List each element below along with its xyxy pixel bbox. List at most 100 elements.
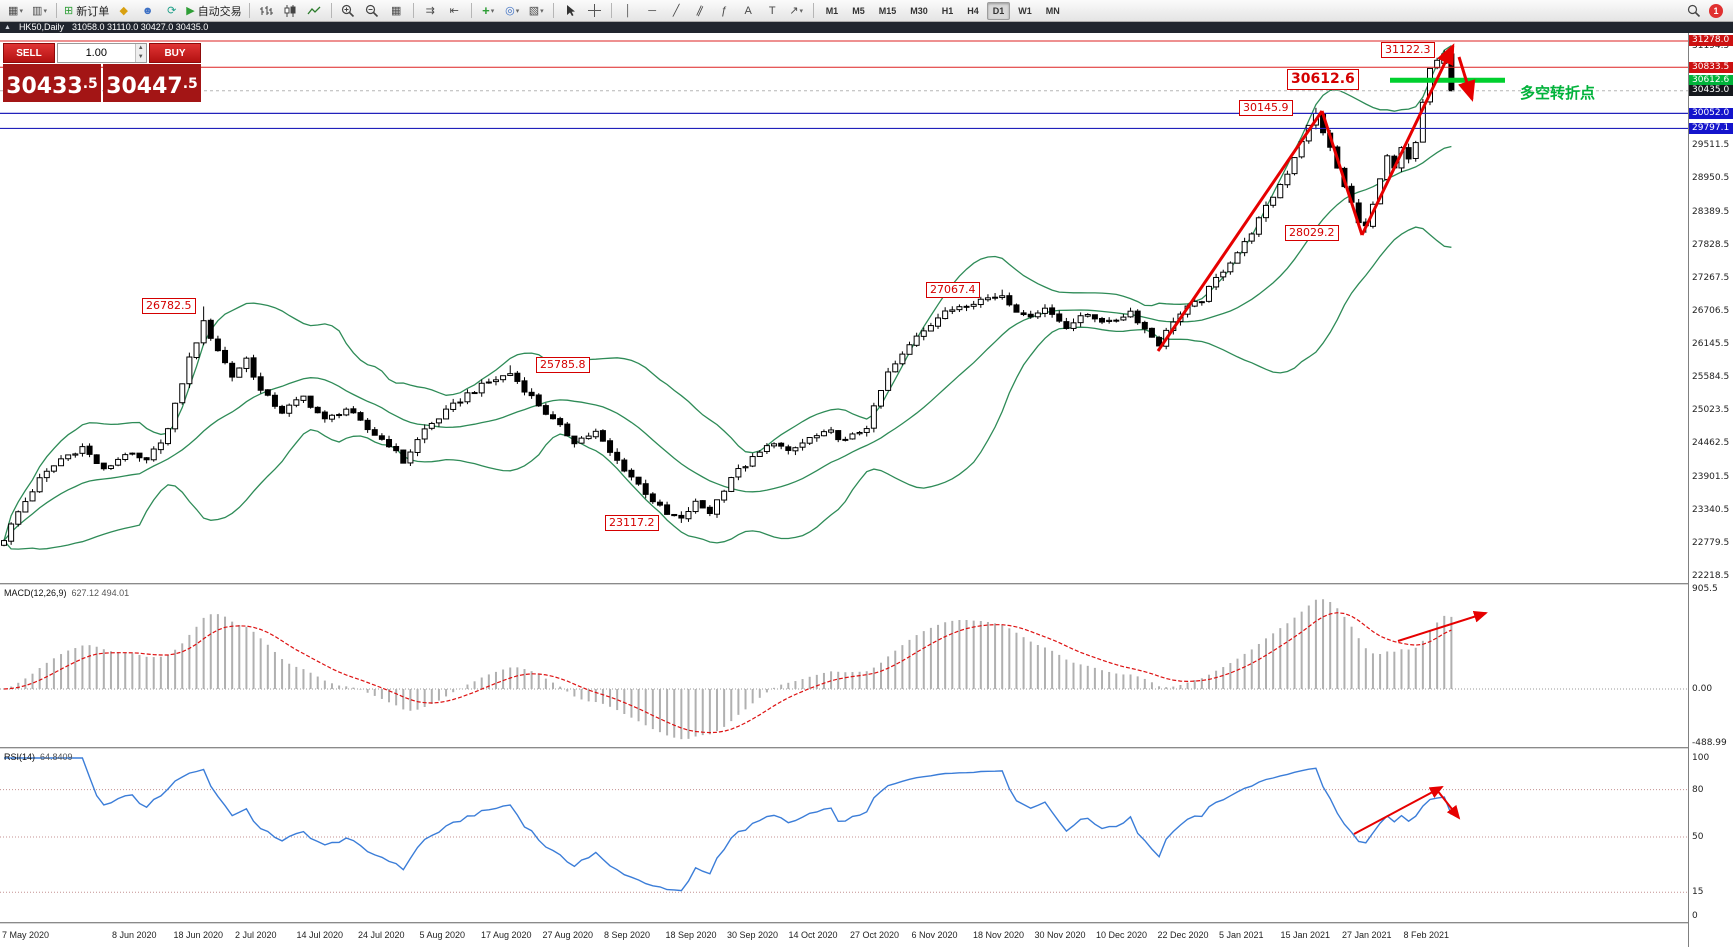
candlestick-mode-button[interactable] <box>279 2 302 20</box>
rsi-tick: 0 <box>1692 911 1698 921</box>
price-chart[interactable] <box>0 33 1688 583</box>
chart-area: 31194.529511.528950.528389.527828.527267… <box>0 33 1733 947</box>
trend-arrow[interactable] <box>1320 110 1364 236</box>
rsi-tick: 80 <box>1692 784 1704 795</box>
community-button[interactable]: ☻ <box>136 2 159 20</box>
timeframe-D1-button[interactable]: D1 <box>986 1 1011 20</box>
trend-arrow[interactable] <box>1397 610 1488 642</box>
trendline-button[interactable]: ╱ <box>665 2 688 20</box>
new-order-button[interactable]: ⊞ 新订单 <box>62 2 111 20</box>
trend-arrow[interactable] <box>1353 786 1444 835</box>
rsi-tick: 100 <box>1692 753 1710 763</box>
fibonacci-icon: ƒ <box>721 4 728 17</box>
rsi-indicator-label: RSI(14) 64.8409 <box>4 752 73 762</box>
chart-shift-button[interactable]: ⇤ <box>443 2 466 20</box>
price-annotation[interactable]: 31122.3 <box>1381 42 1435 59</box>
price-annotation[interactable]: 27067.4 <box>926 281 980 298</box>
crosshair-button[interactable] <box>583 2 606 20</box>
collapse-chart-icon[interactable]: ▲ <box>4 24 11 31</box>
notification-badge[interactable]: 1 <box>1709 3 1723 18</box>
crosshair-icon <box>587 4 601 17</box>
rsi-pane[interactable] <box>0 749 1688 922</box>
timeframe-M30-button[interactable]: M30 <box>910 5 928 16</box>
channel-button[interactable]: ∥ <box>689 2 712 20</box>
pane-separator[interactable] <box>0 583 1733 585</box>
time-label: 18 Sep 2020 <box>665 930 717 940</box>
macd-pane[interactable] <box>0 585 1688 747</box>
line-chart-mode-button[interactable] <box>303 2 326 20</box>
price-annotation[interactable]: 26782.5 <box>142 298 196 315</box>
auto-scroll-button[interactable]: ⇉ <box>419 2 442 20</box>
timeframe-H1-button[interactable]: H1 <box>941 5 954 16</box>
price-annotation[interactable]: 23117.2 <box>605 514 659 531</box>
mql5-button[interactable]: ◆ <box>112 2 135 20</box>
lot-increase-button[interactable]: ▲ <box>135 44 146 53</box>
toolbar-separator <box>610 3 612 18</box>
zoom-in-button[interactable] <box>337 2 360 20</box>
time-label: 15 Jan 2021 <box>1280 930 1331 940</box>
time-label: 27 Oct 2020 <box>850 930 900 940</box>
toolbar-separator <box>412 3 414 18</box>
timeframe-MN-button[interactable]: MN <box>1045 5 1060 16</box>
label-button[interactable]: T <box>761 2 784 20</box>
add-indicator-button[interactable]: + ▾ <box>477 2 500 20</box>
text-button[interactable]: A <box>737 2 760 20</box>
price-annotation[interactable]: 25785.8 <box>536 357 590 374</box>
cursor-button[interactable] <box>559 2 582 20</box>
trend-arrow[interactable] <box>1436 789 1461 820</box>
chevron-down-icon: ▾ <box>43 7 47 15</box>
autotrading-button[interactable]: ▶ 自动交易 <box>184 2 243 20</box>
timeframe-toolbar: M1 M5 M15 M30 H1 H4 D1 W1 MN <box>819 1 1067 20</box>
sell-button[interactable]: SELL <box>3 43 55 63</box>
timeframe-M5-button[interactable]: M5 <box>852 5 865 16</box>
horizontal-line-button[interactable]: ─ <box>641 2 664 20</box>
trend-arrow[interactable] <box>1156 110 1324 352</box>
rsi-tick: 15 <box>1692 887 1704 898</box>
chart-titlebar: ▲ HK50,Daily 31058.0 31110.0 30427.0 304… <box>0 22 1733 33</box>
price-annotation[interactable]: 30612.6 <box>1287 69 1359 91</box>
time-label: 30 Nov 2020 <box>1034 930 1086 940</box>
zoom-out-button[interactable] <box>361 2 384 20</box>
lot-decrease-button[interactable]: ▼ <box>135 53 146 62</box>
pane-separator[interactable] <box>0 922 1733 924</box>
trend-arrow[interactable] <box>1360 43 1455 236</box>
turning-point-note[interactable]: 多空转折点 <box>1520 85 1596 102</box>
price-annotation[interactable]: 30145.9 <box>1239 99 1293 116</box>
macd-indicator-label: MACD(12,26,9) 627.12 494.01 <box>4 588 129 598</box>
tile-windows-button[interactable]: ▦ <box>385 2 408 20</box>
market-button[interactable]: ⟳ <box>160 2 183 20</box>
fibonacci-button[interactable]: ƒ <box>713 2 736 20</box>
templates-button[interactable]: ▧ ▾ <box>525 2 548 20</box>
time-axis[interactable]: 7 May 2020 8 Jun 2020 18 Jun 2020 2 Jul 202… <box>0 924 1688 947</box>
bollinger-middle-band <box>3 145 1452 542</box>
timeframe-H4-button[interactable]: H4 <box>967 5 979 16</box>
chart-shift-icon: ⇤ <box>449 4 459 17</box>
sell-price-display[interactable]: 30433.5 <box>3 64 101 102</box>
price-tick: 26706.5 <box>1692 305 1730 316</box>
time-label: 6 Nov 2020 <box>911 930 958 940</box>
time-label: 5 Aug 2020 <box>419 930 466 940</box>
trend-arrow[interactable] <box>1457 56 1476 102</box>
bar-chart-mode-button[interactable] <box>255 2 278 20</box>
profiles-button[interactable]: ▥ ▾ <box>28 2 51 20</box>
arrows-tool-button[interactable]: ↗ ▾ <box>785 2 808 20</box>
timeframe-W1-button[interactable]: W1 <box>1018 5 1032 16</box>
price-tick: 23340.5 <box>1692 504 1730 515</box>
price-tick: 24462.5 <box>1692 438 1730 449</box>
timeframe-M1-button[interactable]: M1 <box>825 5 839 16</box>
chevron-down-icon: ▾ <box>490 7 495 15</box>
label-icon: T <box>768 4 776 17</box>
buy-button[interactable]: BUY <box>149 43 201 63</box>
pane-separator[interactable] <box>0 747 1733 749</box>
new-chart-button[interactable]: ▦ ▾ <box>4 2 27 20</box>
buy-price-display[interactable]: 30447.5 <box>103 64 201 102</box>
price-annotation[interactable]: 28029.2 <box>1285 224 1339 241</box>
lot-size-input[interactable] <box>58 44 135 62</box>
main-toolbar: ▦ ▾ ▥ ▾ ⊞ 新订单 ◆ ☻ ⟳ ▶ 自动交易 ▦ ⇉ ⇤ + ▾ ◎ ▾ ▧ ▾ │ … <box>0 0 1733 22</box>
search-button[interactable] <box>1682 2 1705 20</box>
objects-button[interactable]: ◎ ▾ <box>501 2 524 20</box>
price-axis[interactable]: 31194.529511.528950.528389.527828.527267… <box>1688 33 1733 947</box>
timeframe-M15-button[interactable]: M15 <box>878 5 897 16</box>
vertical-line-button[interactable]: │ <box>617 2 640 20</box>
vertical-line-icon: │ <box>624 4 632 17</box>
